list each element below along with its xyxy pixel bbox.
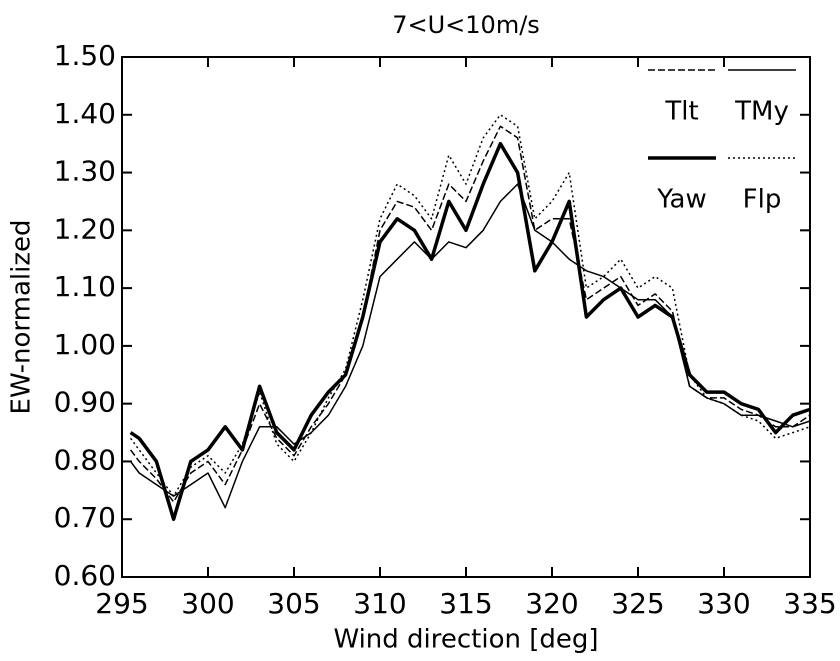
x-tick-label: 325: [611, 587, 664, 620]
plot-frame: [121, 56, 811, 578]
legend-label: Tlt: [664, 97, 698, 127]
x-tick-label: 300: [181, 587, 234, 620]
y-tick-label: 1.10: [54, 270, 116, 303]
y-tick-label: 1.20: [54, 212, 116, 245]
x-tick-label: 305: [267, 587, 320, 620]
y-tick-label: 1.40: [54, 97, 116, 130]
data-line: [129, 183, 811, 509]
chart-title: 7<U<10m/s: [392, 11, 540, 39]
legend-label: Yaw: [656, 185, 707, 215]
x-tick-label: 295: [95, 587, 148, 620]
y-tick-label: 0.70: [54, 501, 116, 534]
data-line: [129, 125, 811, 503]
y-tick-label: 1.50: [54, 39, 116, 72]
x-tick-label: 315: [439, 587, 492, 620]
x-axis-label: Wind direction [deg]: [333, 625, 598, 655]
x-tick-label: 310: [353, 587, 406, 620]
y-axis-label: EW-normalized: [7, 220, 37, 415]
x-tick-label: 330: [697, 587, 750, 620]
y-tick-label: 1.00: [54, 328, 116, 361]
x-tick-label: 335: [783, 587, 836, 620]
data-line: [129, 141, 811, 521]
y-tick-label: 0.60: [54, 559, 116, 592]
legend-label: Flp: [743, 185, 782, 215]
legend-label: TMy: [734, 97, 789, 127]
y-tick-label: 0.80: [54, 443, 116, 476]
x-tick-label: 320: [525, 587, 578, 620]
y-tick-label: 0.90: [54, 386, 116, 419]
data-line: [129, 114, 811, 497]
y-tick-label: 1.30: [54, 155, 116, 188]
